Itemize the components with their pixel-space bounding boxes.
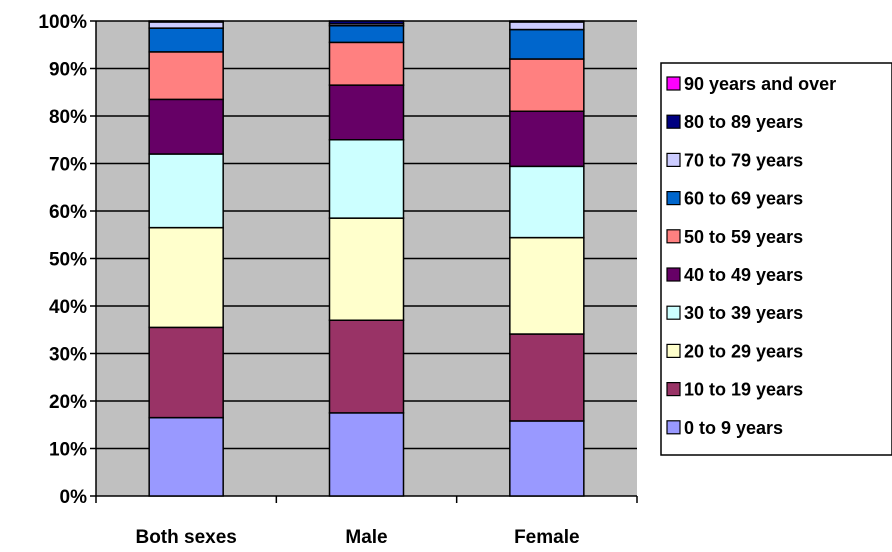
bars [148,20,585,497]
bar-segment [509,20,585,23]
bar-segment [148,98,224,155]
y-tick-label: 10% [49,440,87,461]
bar-segment [509,165,585,239]
legend-label: 90 years and over [684,74,836,94]
legend-label: 0 to 9 years [684,418,783,438]
y-tick-label: 0% [60,487,88,508]
legend-swatch [666,114,681,129]
legend-label: 30 to 39 years [684,303,803,323]
bar-segment [148,226,224,329]
legend-swatch [666,229,681,244]
bar-segment [148,153,224,229]
bar-segment [509,110,585,168]
bar-segment [509,420,585,497]
y-tick-label: 60% [49,202,87,223]
y-tick-label: 40% [49,297,87,318]
y-tick-label: 50% [49,250,87,271]
bar-segment [148,20,224,23]
legend-swatch [666,343,681,358]
legend-swatch [666,420,681,435]
legend-label: 80 to 89 years [684,112,803,132]
y-tick-label: 30% [49,345,87,366]
legend-label: 70 to 79 years [684,150,803,170]
bar-segment [509,236,585,335]
legend-label: 40 to 49 years [684,265,803,285]
bar-segment [509,21,585,31]
bar-segment [328,217,405,321]
y-tick-label: 20% [49,392,87,413]
y-tick-label: 70% [49,155,87,176]
bar-segment [328,84,405,141]
bar-segment [148,51,224,101]
axes: 0% 10% 20% 30% 40% 50% 60% 70% 80% 90% 100% Both se… [38,12,638,548]
y-tick-label: 80% [49,107,87,128]
bar-segment [509,333,585,422]
legend-swatch [666,76,681,91]
bar-segment [148,21,224,29]
bar-segment [328,139,405,219]
x-tick-label: Both sexes [135,527,236,548]
legend-label: 10 to 19 years [684,380,803,400]
legend-swatch [666,191,681,206]
bar-segment [509,28,585,60]
bar-segment [328,20,405,25]
legend-label: 20 to 29 years [684,341,803,361]
bar-segment [328,25,405,44]
bar-segment [509,58,585,112]
bar-segment [148,416,224,497]
bar-segment [148,27,224,53]
legend: 90 years and over 80 to 89 years 70 to 79 … [660,62,892,456]
x-tick-label: Female [514,527,579,548]
x-tick-label: Male [345,527,387,548]
legend-swatch [666,152,681,167]
bar-segment [328,319,405,414]
legend-swatch [666,382,681,397]
legend-label: 60 to 69 years [684,189,803,209]
bar-segment [328,412,405,497]
y-tick-label: 100% [38,12,87,33]
legend-label: 50 to 59 years [684,227,803,247]
legend-swatch [666,267,681,282]
bar-segment [148,326,224,419]
legend-box [660,62,892,456]
bar-segment [328,41,405,86]
legend-swatch [666,305,681,320]
y-tick-label: 90% [49,60,87,81]
